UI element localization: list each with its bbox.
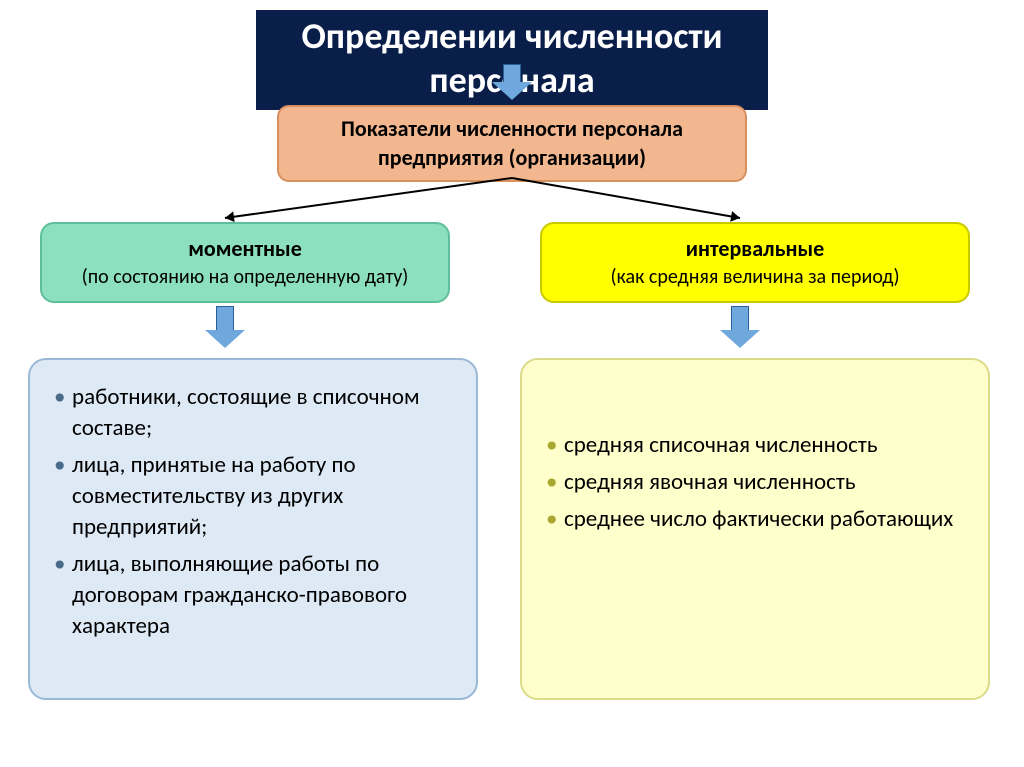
left-detail-list: работники, состоящие в списочном составе… xyxy=(72,382,450,642)
root-text: Показатели численности персонала предпри… xyxy=(341,115,683,171)
list-item: работники, состоящие в списочном составе… xyxy=(72,382,450,444)
right-detail-list: средняя списочная численность средняя яво… xyxy=(564,430,962,535)
list-item: средняя явочная численность xyxy=(564,467,962,498)
right-detail-box: средняя списочная численность средняя яво… xyxy=(520,358,990,700)
list-item: лица, принятые на работу по совместитель… xyxy=(72,450,450,543)
left-branch-title: моментные xyxy=(56,234,434,264)
root-node: Показатели численности персонала предпри… xyxy=(277,105,747,182)
left-detail-box: работники, состоящие в списочном составе… xyxy=(28,358,478,700)
arrow-left-down xyxy=(205,306,245,348)
left-branch-box: моментные (по состоянию на определенную … xyxy=(40,222,450,303)
left-branch-subtitle: (по состоянию на определенную дату) xyxy=(56,264,434,291)
list-item: лица, выполняющие работы по договорам гр… xyxy=(72,549,450,642)
right-branch-box: интервальные (как средняя величина за пе… xyxy=(540,222,970,303)
list-item: среднее число фактически работающих xyxy=(564,504,962,535)
arrow-right-down xyxy=(720,306,760,348)
list-item: средняя списочная численность xyxy=(564,430,962,461)
right-branch-subtitle: (как средняя величина за период) xyxy=(556,264,954,291)
right-branch-title: интервальные xyxy=(556,234,954,264)
arrow-title-to-root xyxy=(492,64,532,100)
